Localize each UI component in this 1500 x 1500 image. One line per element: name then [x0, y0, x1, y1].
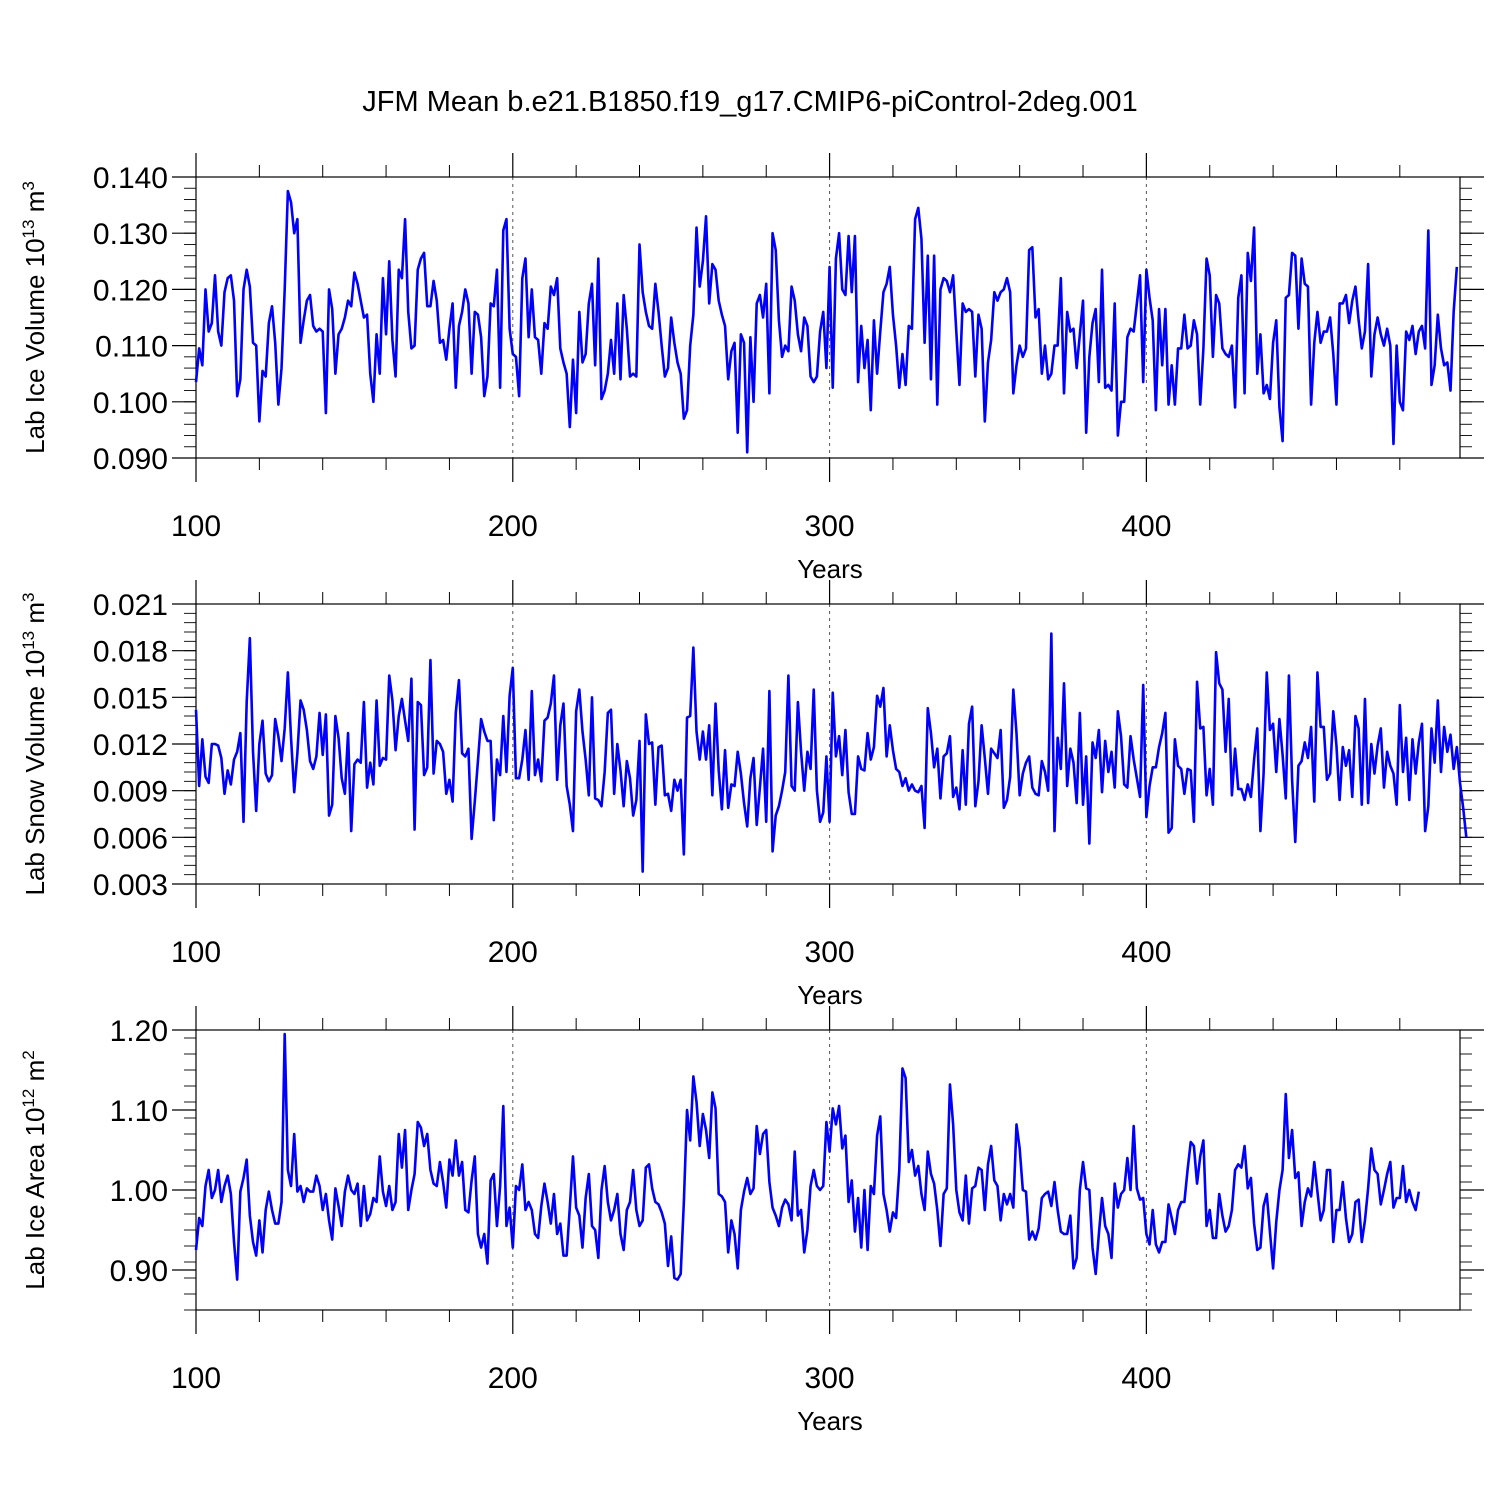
y-tick-label: 0.012 — [93, 729, 168, 762]
y-tick-label: 1.00 — [110, 1175, 168, 1208]
y-tick-label: 0.120 — [93, 274, 168, 307]
series-line — [194, 1032, 1421, 1281]
y-axis-label: Lab Snow Volume 1013 m3 — [19, 592, 50, 895]
x-axis-label: Years — [797, 980, 863, 1010]
x-axis-label: Years — [797, 554, 863, 584]
y-axis-label: Lab Ice Area 1012 m2 — [19, 1050, 50, 1289]
y-tick-label: 0.021 — [93, 589, 168, 622]
series-line — [194, 632, 1468, 873]
y-tick-label: 0.018 — [93, 636, 168, 669]
chart-panel-3: 100 200 300 400 0.90 1.00 1.10 1.20 Years Lab Ice… — [19, 1006, 1484, 1436]
y-tick-label: 0.090 — [93, 443, 168, 476]
x-axis-label: Years — [797, 1406, 863, 1436]
x-tick-label: 100 — [171, 1362, 221, 1395]
x-tick-label: 300 — [805, 936, 855, 969]
x-tick-label: 200 — [488, 510, 538, 543]
y-tick-label: 1.20 — [110, 1015, 168, 1048]
chart-panel-2: 100 200 300 400 0.003 0.006 0.009 0.012 0.015 0.0… — [19, 580, 1484, 1010]
y-tick-label: 0.90 — [110, 1255, 168, 1288]
x-tick-label: 100 — [171, 510, 221, 543]
plot-frame — [195, 1029, 1461, 1311]
x-tick-label: 200 — [488, 936, 538, 969]
x-tick-label: 400 — [1121, 936, 1171, 969]
y-tick-label: 0.100 — [93, 387, 168, 420]
x-tick-label: 400 — [1121, 1362, 1171, 1395]
x-tick-label: 300 — [805, 1362, 855, 1395]
x-tick-label: 300 — [805, 510, 855, 543]
y-tick-label: 0.006 — [93, 822, 168, 855]
x-tick-label: 200 — [488, 1362, 538, 1395]
x-tick-label: 100 — [171, 936, 221, 969]
y-tick-label: 0.130 — [93, 218, 168, 251]
x-tick-label: 400 — [1121, 510, 1171, 543]
y-tick-label: 0.009 — [93, 776, 168, 809]
page-title: JFM Mean b.e21.B1850.f19_g17.CMIP6-piCon… — [362, 86, 1138, 118]
y-axis-label: Lab Ice Volume 1013 m3 — [19, 181, 50, 454]
chart-panel-1: 100 200 300 400 0.090 0.100 0.110 0.120 0.130 0.1… — [19, 153, 1484, 584]
plot-frame — [195, 176, 1461, 459]
y-tick-label: 0.015 — [93, 682, 168, 715]
y-tick-label: 0.140 — [93, 162, 168, 195]
series-line — [194, 189, 1459, 454]
y-tick-label: 1.10 — [110, 1095, 168, 1128]
y-tick-label: 0.003 — [93, 869, 168, 902]
y-tick-label: 0.110 — [95, 331, 168, 364]
